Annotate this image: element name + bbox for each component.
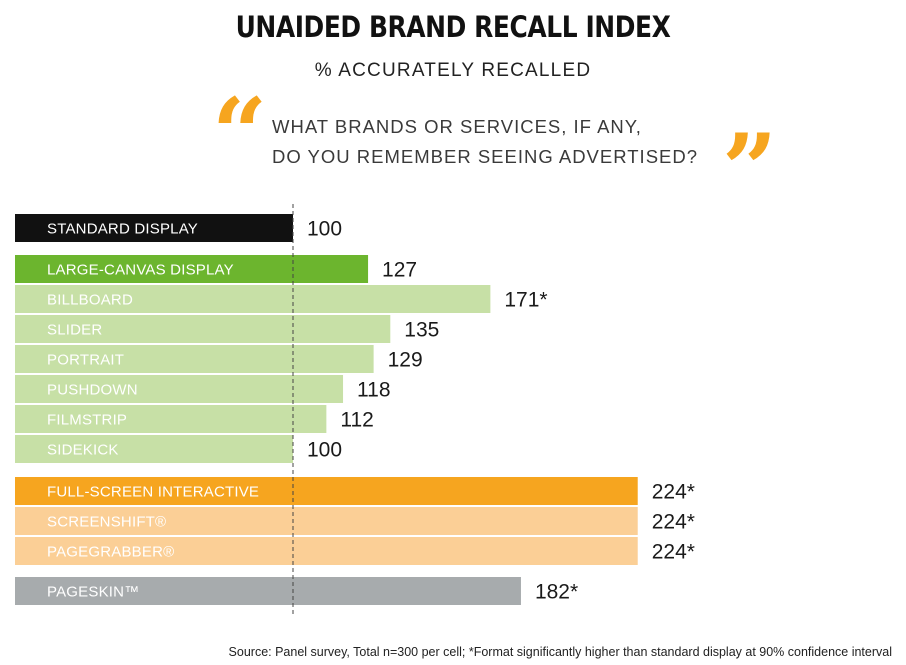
bar-category-label: FILMSTRIP bbox=[47, 412, 127, 429]
bar-screenshift bbox=[15, 507, 638, 535]
bar-value-label: 224* bbox=[652, 511, 695, 534]
bar-value-label: 135 bbox=[404, 319, 439, 342]
bar-slider bbox=[15, 315, 391, 343]
bar-category-label: STANDARD DISPLAY bbox=[47, 221, 198, 238]
bar-filmstrip bbox=[15, 405, 327, 433]
bar-value-label: 100 bbox=[307, 218, 342, 241]
bar-category-label: PAGEGRABBER® bbox=[47, 544, 174, 561]
source-footnote: Source: Panel survey, Total n=300 per ce… bbox=[228, 645, 892, 659]
bar-category-label: PORTRAIT bbox=[47, 352, 124, 369]
bar-value-label: 129 bbox=[388, 349, 423, 372]
bar-value-label: 182* bbox=[535, 581, 578, 604]
bar-value-label: 171* bbox=[504, 289, 547, 312]
bar-portrait bbox=[15, 345, 374, 373]
survey-question: WHAT BRANDS OR SERVICES, IF ANY, DO YOU … bbox=[272, 112, 698, 172]
bar-pushdown bbox=[15, 375, 344, 403]
bar-category-label: SLIDER bbox=[47, 322, 102, 339]
bar-sidekick bbox=[15, 435, 293, 463]
bar-value-label: 224* bbox=[652, 541, 695, 564]
bar-chart: STANDARD DISPLAY 100 LARGE-CANVAS DISPLAY 1… bbox=[15, 204, 695, 615]
bar-value-label: 224* bbox=[652, 481, 695, 504]
chart-subtitle: % ACCURATELY RECALLED bbox=[314, 60, 592, 81]
bar-value-label: 112 bbox=[340, 409, 373, 432]
bar-pageskin bbox=[15, 577, 521, 605]
bar-category-label: PAGESKIN™ bbox=[47, 584, 139, 601]
survey-question-line-1: WHAT BRANDS OR SERVICES, IF ANY, bbox=[272, 116, 642, 137]
bar-full-screen-interactive bbox=[15, 477, 638, 505]
open-quote-icon: “ bbox=[212, 77, 268, 190]
bar-category-label: PUSHDOWN bbox=[47, 382, 138, 399]
survey-question-line-2: DO YOU REMEMBER SEEING ADVERTISED? bbox=[272, 146, 699, 167]
bar-value-label: 118 bbox=[357, 379, 390, 402]
bar-value-label: 127 bbox=[382, 259, 417, 282]
chart-title: UNAIDED BRAND RECALL INDEX bbox=[235, 10, 671, 44]
close-quote-icon: ” bbox=[722, 113, 778, 226]
bar-value-label: 100 bbox=[307, 439, 342, 462]
bar-standard-display bbox=[15, 214, 293, 242]
bar-category-label: SIDEKICK bbox=[47, 442, 119, 459]
bar-large-canvas-display bbox=[15, 255, 369, 283]
bar-category-label: LARGE-CANVAS DISPLAY bbox=[47, 262, 234, 279]
bar-category-label: FULL-SCREEN INTERACTIVE bbox=[47, 484, 259, 501]
bar-billboard bbox=[15, 285, 491, 313]
bar-category-label: BILLBOARD bbox=[47, 292, 133, 309]
bar-category-label: SCREENSHIFT® bbox=[47, 514, 166, 531]
bar-pagegrabber bbox=[15, 537, 638, 565]
